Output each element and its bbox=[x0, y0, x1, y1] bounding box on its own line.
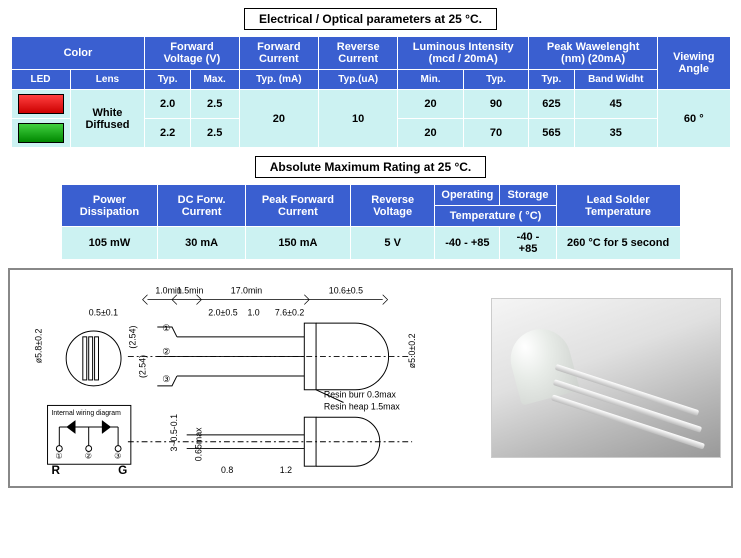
d11: (2.54) bbox=[128, 326, 138, 349]
resin-burr: Resin burr 0.3max bbox=[324, 390, 397, 400]
v-pfc: 150 mA bbox=[245, 227, 350, 260]
d4: 10.6±0.5 bbox=[329, 286, 363, 296]
v-rv: 5 V bbox=[350, 227, 434, 260]
angle-cell: 60 ° bbox=[658, 90, 730, 148]
hdr-va: Viewing Angle bbox=[658, 37, 730, 90]
sub-led: LED bbox=[11, 70, 70, 90]
r-limin: 20 bbox=[398, 90, 464, 119]
am-lst: Lead Solder Temperature bbox=[556, 185, 680, 227]
hdr-fv: Forward Voltage (V) bbox=[145, 37, 239, 70]
v-op: -40 - +85 bbox=[435, 227, 500, 260]
led-photo bbox=[491, 298, 721, 458]
sub-pwtyp: Typ. bbox=[529, 70, 574, 90]
G-label: G bbox=[118, 464, 127, 476]
am-tempunit: Temperature ( °C) bbox=[435, 206, 556, 227]
g-fvmax: 2.5 bbox=[190, 119, 239, 148]
sub-lens: Lens bbox=[70, 70, 145, 90]
led-green bbox=[11, 119, 70, 148]
absmax-title: Absolute Maximum Rating at 25 °C. bbox=[255, 156, 487, 178]
red-swatch bbox=[18, 94, 64, 114]
sub-limin: Min. bbox=[398, 70, 464, 90]
am-dcfc: DC Forw. Current bbox=[158, 185, 245, 227]
d8: 7.6±0.2 bbox=[275, 307, 304, 317]
sub-fctyp: Typ. (mA) bbox=[239, 70, 319, 90]
resin-heap: Resin heap 1.5max bbox=[324, 401, 401, 411]
d10: ø5.8±0.2 bbox=[34, 328, 44, 363]
r-pwtyp: 625 bbox=[529, 90, 574, 119]
sub-fvtyp: Typ. bbox=[145, 70, 190, 90]
hdr-color: Color bbox=[11, 37, 145, 70]
p3: ③ bbox=[162, 374, 170, 384]
r-fvmax: 2.5 bbox=[190, 90, 239, 119]
sub-rctyp: Typ.(uA) bbox=[319, 70, 398, 90]
sub-fvmax: Max. bbox=[190, 70, 239, 90]
am-st: Storage bbox=[500, 185, 556, 206]
green-swatch bbox=[18, 123, 64, 143]
r-fvtyp: 2.0 bbox=[145, 90, 190, 119]
table-row: 105 mW 30 mA 150 mA 5 V -40 - +85 -40 - … bbox=[61, 227, 680, 260]
g-limin: 20 bbox=[398, 119, 464, 148]
p2: ② bbox=[162, 346, 170, 356]
hdr-li: Luminous Intensity (mcd / 20mA) bbox=[398, 37, 529, 70]
d12: (2.54) bbox=[138, 355, 148, 378]
led-red bbox=[11, 90, 70, 119]
d5: 0.5±0.1 bbox=[89, 307, 118, 317]
am-pfc: Peak Forward Current bbox=[245, 185, 350, 227]
figure-box: 1.0min 1.5min 17.0min 10.6±0.5 0.5±0.1 2… bbox=[8, 268, 733, 488]
v-st: -40 - +85 bbox=[500, 227, 556, 260]
r-lityp: 90 bbox=[463, 90, 528, 119]
absmax-table: Power Dissipation DC Forw. Current Peak … bbox=[61, 184, 681, 260]
R-label: R bbox=[51, 464, 60, 476]
electrical-title: Electrical / Optical parameters at 25 °C… bbox=[244, 8, 497, 30]
d7: 1.0 bbox=[247, 307, 259, 317]
d6: 2.0±0.5 bbox=[208, 307, 237, 317]
wb-p2: ② bbox=[85, 451, 92, 460]
hdr-rc: Reverse Current bbox=[319, 37, 398, 70]
g-lityp: 70 bbox=[463, 119, 528, 148]
wb-p1: ① bbox=[55, 451, 62, 460]
g-pwtyp: 565 bbox=[529, 119, 574, 148]
g-fvtyp: 2.2 bbox=[145, 119, 190, 148]
rc-cell: 10 bbox=[319, 90, 398, 148]
d2: 1.5min bbox=[177, 286, 204, 296]
internal-label: Internal wiring diagram bbox=[51, 410, 121, 417]
wb-p3: ③ bbox=[114, 451, 121, 460]
sub-pwbw: Band Widht bbox=[574, 70, 657, 90]
am-pd: Power Dissipation bbox=[61, 185, 158, 227]
g-pwbw: 35 bbox=[574, 119, 657, 148]
am-op: Operating bbox=[435, 185, 500, 206]
table-row: White Diffused 2.0 2.5 20 10 20 90 625 4… bbox=[11, 90, 730, 119]
v-pd: 105 mW bbox=[61, 227, 158, 260]
d9: ø5.0±0.2 bbox=[407, 333, 417, 368]
electrical-table: Color Forward Voltage (V) Forward Curren… bbox=[11, 36, 731, 148]
lens-cell: White Diffused bbox=[70, 90, 145, 148]
d14: 0.65max bbox=[193, 427, 203, 461]
d3: 17.0min bbox=[231, 286, 262, 296]
d13: 3~0.5-0.1 bbox=[169, 414, 179, 452]
d16: 1.2 bbox=[280, 465, 292, 475]
am-rv: Reverse Voltage bbox=[350, 185, 434, 227]
r-pwbw: 45 bbox=[574, 90, 657, 119]
d15: 0.8 bbox=[221, 465, 233, 475]
mechanical-drawing: 1.0min 1.5min 17.0min 10.6±0.5 0.5±0.1 2… bbox=[20, 280, 471, 476]
p1: ① bbox=[162, 323, 170, 333]
sub-lityp: Typ. bbox=[463, 70, 528, 90]
v-lst: 260 °C for 5 second bbox=[556, 227, 680, 260]
fc-cell: 20 bbox=[239, 90, 319, 148]
v-dcfc: 30 mA bbox=[158, 227, 245, 260]
hdr-fc: Forward Current bbox=[239, 37, 319, 70]
hdr-pw: Peak Wawelenght (nm) (20mA) bbox=[529, 37, 658, 70]
